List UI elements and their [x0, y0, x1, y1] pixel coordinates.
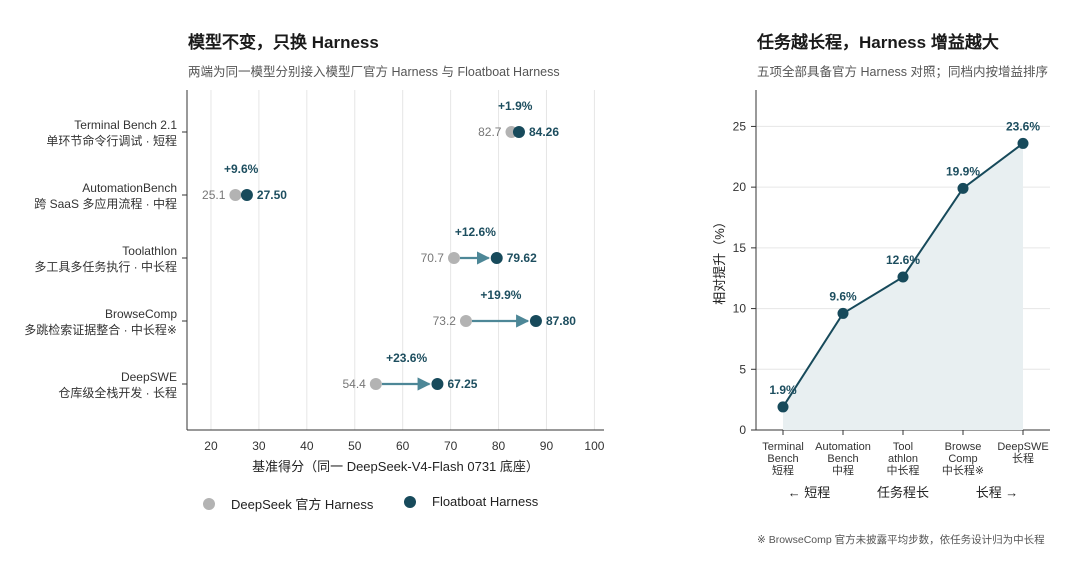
legend-float-label: Floatboat Harness — [432, 494, 539, 509]
x-category-label: athlon — [888, 453, 918, 465]
x-tick-label: 80 — [492, 439, 506, 453]
float-value-label: 84.26 — [529, 125, 559, 139]
x-category-label: 中程 — [832, 464, 854, 477]
base-value-label: 70.7 — [421, 251, 445, 265]
gain-label: +9.6% — [224, 162, 259, 176]
x-category-label: 短程 — [772, 463, 794, 477]
x-tick-label: 20 — [204, 439, 218, 453]
gain-point — [837, 307, 849, 319]
x-tick-label: 30 — [252, 439, 266, 453]
category-label-en: AutomationBench — [82, 181, 177, 195]
base-point — [447, 252, 460, 264]
x-tick-label: 70 — [444, 439, 458, 453]
gain-label: +12.6% — [455, 225, 496, 239]
gain-point — [777, 401, 789, 413]
direction-label: 任务程长 — [877, 485, 929, 500]
x-category-label: Comp — [948, 453, 977, 465]
x-category-label: Browse — [945, 441, 982, 453]
gain-point — [1017, 137, 1029, 149]
float-point — [529, 315, 542, 327]
y-tick-label: 10 — [733, 302, 747, 316]
gain-area-chart: 0510152025相对提升（%）1.9%TerminalBench短程9.6%… — [712, 90, 1050, 500]
category-label-en: Toolathlon — [122, 244, 177, 258]
legend-base-marker — [203, 497, 215, 510]
category-label-en: Terminal Bench 2.1 — [74, 118, 177, 132]
base-value-label: 54.4 — [342, 377, 366, 391]
gain-label: +19.9% — [480, 288, 521, 302]
x-category-label: 长程 — [1012, 452, 1034, 465]
float-value-label: 79.62 — [507, 251, 537, 265]
legend-float: Floatboat Harness — [404, 494, 538, 509]
float-point — [431, 378, 444, 390]
x-category-label: Terminal — [762, 441, 804, 453]
left-chart-title: 模型不变，只换 Harness — [188, 33, 379, 52]
gain-label: +1.9% — [498, 99, 533, 113]
float-value-label: 67.25 — [447, 377, 477, 391]
category-label-zh: 多工具多任务执行 · 中长程 — [34, 259, 177, 274]
legend-base: DeepSeek 官方 Harness — [203, 494, 373, 513]
x-category-label: DeepSWE — [997, 441, 1048, 453]
category-label-en: DeepSWE — [121, 370, 177, 384]
float-value-label: 27.50 — [257, 188, 287, 202]
right-chart-title: 任务越长程，Harness 增益越大 — [757, 33, 999, 52]
x-tick-label: 50 — [348, 439, 362, 453]
category-label-zh: 单环节命令行调试 · 短程 — [46, 133, 177, 148]
x-tick-label: 40 — [300, 439, 314, 453]
x-category-label: Automation — [815, 441, 871, 453]
float-value-label: 87.80 — [546, 314, 576, 328]
base-point — [459, 315, 472, 327]
direction-label: 长程 → — [976, 485, 1019, 500]
y-tick-label: 25 — [733, 119, 747, 133]
x-category-label: Tool — [893, 441, 913, 453]
y-tick-label: 20 — [733, 180, 747, 194]
legend-float-marker — [404, 495, 416, 508]
y-tick-label: 0 — [739, 423, 746, 437]
gain-value-label: 23.6% — [1006, 119, 1040, 133]
x-tick-label: 60 — [396, 439, 410, 453]
x-category-label: Bench — [827, 453, 858, 465]
y-tick-label: 15 — [733, 241, 747, 255]
category-label-zh: 仓库级全栈开发 · 长程 — [58, 385, 177, 400]
x-axis-title: 基准得分（同一 DeepSeek-V4-Flash 0731 底座） — [252, 459, 539, 474]
legend-base-label: DeepSeek 官方 Harness — [231, 497, 374, 512]
base-point — [229, 189, 242, 201]
base-value-label: 73.2 — [433, 314, 457, 328]
float-point — [240, 189, 253, 201]
x-tick-label: 100 — [584, 439, 604, 453]
x-category-label: Bench — [767, 453, 798, 465]
right-chart-subtitle: 五项全部具备官方 Harness 对照；同档内按增益排序 — [757, 65, 1048, 79]
y-tick-label: 5 — [739, 362, 746, 376]
gain-point — [897, 271, 909, 283]
dumbbell-chart: 20 30 40 50 60 70 80 90 100 基准得分（同一 DeepSeek-V4-F… — [24, 90, 605, 474]
footnote: ※ BrowseComp 官方未披露平均步数，依任务设计归为中长程 — [757, 534, 1045, 546]
float-point — [512, 126, 525, 138]
gain-value-label: 1.9% — [769, 383, 797, 397]
x-tick-label: 90 — [540, 439, 554, 453]
category-label-en: BrowseComp — [105, 307, 177, 321]
gain-value-label: 19.9% — [946, 164, 980, 178]
x-category-label: 中长程※ — [942, 464, 984, 477]
base-point — [369, 378, 382, 390]
gain-area — [783, 143, 1023, 430]
category-label-zh: 多跳检索证据整合 · 中长程※ — [24, 322, 177, 337]
gain-label: +23.6% — [386, 351, 427, 365]
gain-point — [957, 182, 969, 194]
base-value-label: 82.7 — [478, 125, 502, 139]
x-category-label: 中长程 — [887, 464, 920, 477]
y-axis-title: 相对提升（%） — [712, 215, 727, 305]
left-chart-subtitle: 两端为同一模型分别接入模型厂官方 Harness 与 Floatboat Har… — [188, 65, 560, 79]
gain-value-label: 9.6% — [829, 289, 857, 303]
category-label-zh: 跨 SaaS 多应用流程 · 中程 — [34, 196, 177, 211]
float-point — [490, 252, 503, 264]
gain-value-label: 12.6% — [886, 253, 920, 267]
base-value-label: 25.1 — [202, 188, 226, 202]
direction-label: ← 短程 — [788, 485, 831, 500]
